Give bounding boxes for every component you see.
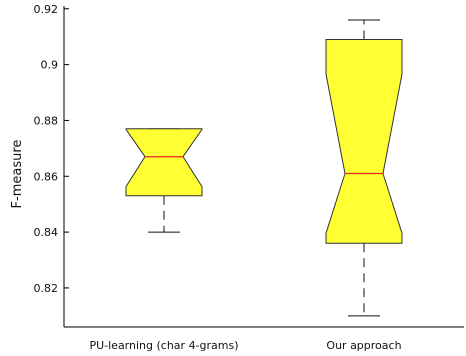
axes bbox=[63, 6, 464, 328]
x-axis-categories: PU-learning (char 4-grams) Our approach bbox=[89, 339, 401, 352]
y-tick-label: 0.88 bbox=[34, 114, 59, 127]
category-label: PU-learning (char 4-grams) bbox=[89, 339, 238, 352]
box-1 bbox=[125, 128, 203, 233]
y-tick-label: 0.9 bbox=[41, 59, 59, 72]
y-axis-label: F-measure bbox=[10, 140, 25, 209]
notched-box bbox=[325, 39, 403, 244]
category-label: Our approach bbox=[326, 339, 401, 352]
y-tick-label: 0.86 bbox=[34, 170, 59, 183]
y-tick-label: 0.92 bbox=[34, 3, 59, 16]
y-tick-label: 0.84 bbox=[34, 226, 59, 239]
box-2 bbox=[325, 19, 403, 317]
y-axis-ticks: 0.82 0.84 0.86 0.88 0.9 0.92 bbox=[34, 3, 69, 295]
boxes bbox=[125, 19, 403, 317]
y-tick-label: 0.82 bbox=[34, 282, 59, 295]
notched-box bbox=[125, 128, 203, 197]
